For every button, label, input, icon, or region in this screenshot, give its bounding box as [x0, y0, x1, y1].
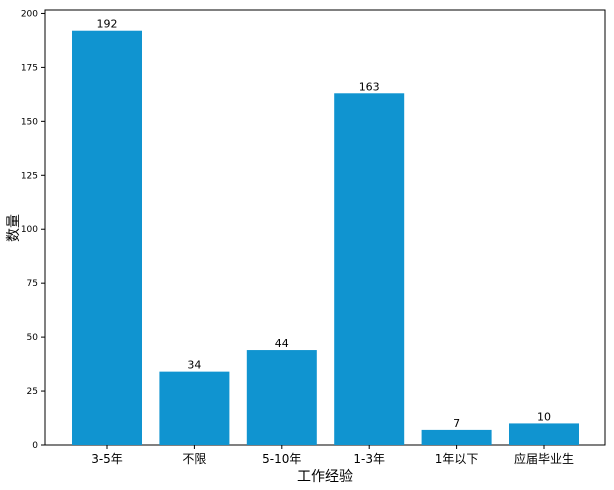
y-tick-label-4: 100 — [21, 225, 38, 235]
y-axis-title: 数量 — [6, 214, 22, 242]
y-tick-label-7: 175 — [21, 63, 38, 73]
y-tick-label-5: 125 — [21, 171, 38, 181]
x-tick-label-0: 3-5年 — [91, 452, 123, 466]
bar-0 — [72, 30, 142, 445]
plot-frame — [44, 9, 606, 446]
data-label-5: 10 — [537, 410, 551, 423]
data-label-0: 192 — [97, 18, 118, 31]
bar-1 — [159, 371, 230, 445]
data-label-3: 163 — [359, 80, 380, 93]
x-axis-title: 工作经验 — [297, 469, 353, 485]
bar-3 — [334, 93, 405, 445]
bar-5 — [509, 423, 579, 445]
x-tick-label-2: 5-10年 — [262, 452, 301, 466]
y-tick-label-6: 150 — [21, 117, 38, 127]
y-tick-label-1: 25 — [27, 387, 38, 397]
x-tick-label-3: 1-3年 — [353, 452, 385, 466]
x-tick-label-1: 不限 — [182, 452, 206, 466]
y-tick-label-3: 75 — [27, 279, 38, 289]
data-label-1: 34 — [187, 359, 201, 372]
x-tick-label-4: 1年以下 — [435, 452, 479, 466]
y-tick-label-2: 50 — [27, 333, 39, 343]
y-axis-ticks: 0 25 50 75 100 125 150 175 200 — [21, 9, 45, 451]
bars-group: 192 34 44 163 7 10 — [72, 18, 579, 445]
y-tick-label-0: 0 — [32, 441, 38, 451]
y-tick-label-8: 200 — [21, 9, 38, 19]
data-label-4: 7 — [453, 417, 460, 430]
x-tick-label-5: 应届毕业生 — [514, 451, 574, 466]
bar-2 — [246, 350, 317, 445]
bar-4 — [421, 429, 492, 445]
x-axis-ticks: 3-5年 不限 5-10年 1-3年 1年以下 应届毕业生 — [91, 445, 574, 466]
data-label-2: 44 — [275, 337, 289, 350]
